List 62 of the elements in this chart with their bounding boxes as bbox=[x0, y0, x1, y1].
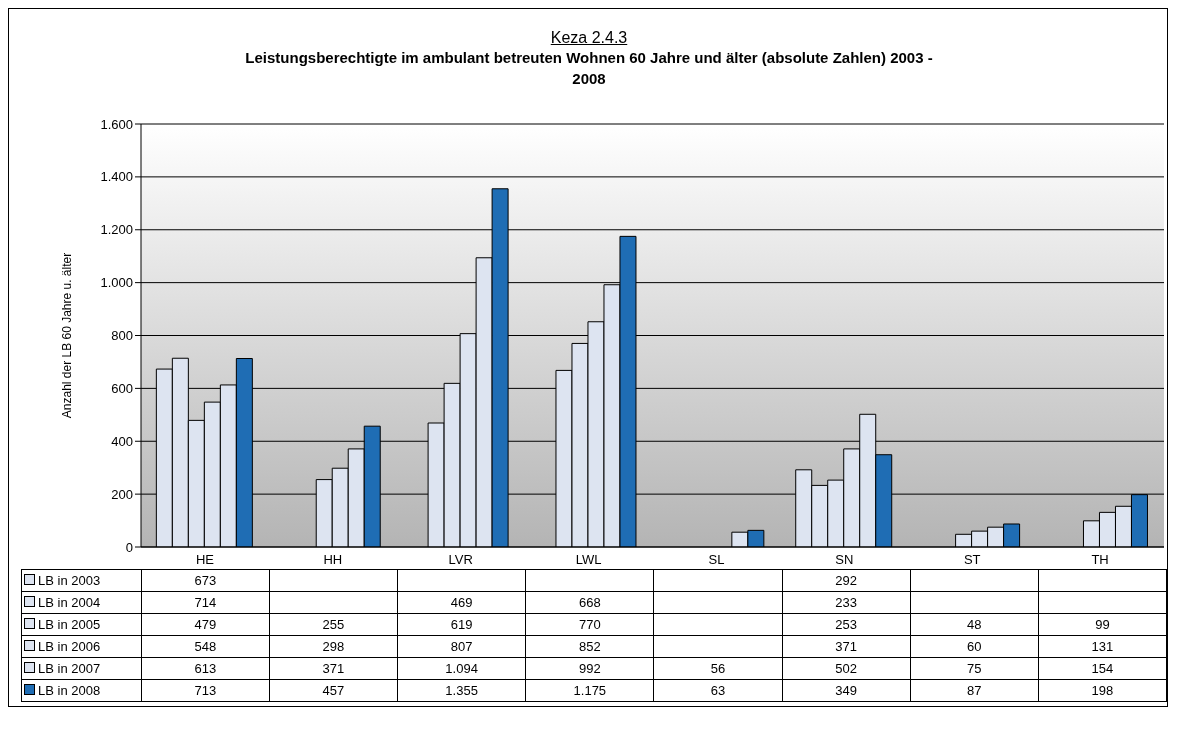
y-tick-label: 400 bbox=[111, 433, 133, 449]
data-label: 502 bbox=[782, 657, 911, 680]
data-label: 233 bbox=[782, 591, 911, 614]
data-label: 714 bbox=[141, 591, 270, 614]
legend-label: LB in 2003 bbox=[21, 569, 142, 592]
x-tick-label: LWL bbox=[575, 552, 602, 568]
x-tick-label: SN bbox=[835, 552, 854, 568]
data-label: 292 bbox=[782, 569, 911, 592]
y-tick-label: 1.000 bbox=[100, 275, 133, 291]
data-label: 371 bbox=[269, 657, 398, 680]
data-label: 613 bbox=[141, 657, 270, 680]
data-label: 548 bbox=[141, 635, 270, 658]
data-label: 619 bbox=[397, 613, 526, 636]
x-tick-label: SL bbox=[708, 552, 725, 568]
legend-label: LB in 2007 bbox=[21, 657, 142, 680]
data-label: 48 bbox=[910, 613, 1039, 636]
data-label: 87 bbox=[910, 679, 1039, 702]
chart-subtitle: Leistungsberechtigte im ambulant betreuten Wohnen 60 Jahre und älter (absolute Zahlen) 2003 - 2008 bbox=[244, 48, 934, 89]
data-label: 770 bbox=[525, 613, 654, 636]
x-tick-label: ST bbox=[963, 552, 981, 568]
y-tick-label: 200 bbox=[111, 486, 133, 502]
data-label: 75 bbox=[910, 657, 1039, 680]
x-tick-label: HH bbox=[323, 552, 343, 568]
x-tick-label: LVR bbox=[448, 552, 473, 568]
y-tick-label: 600 bbox=[111, 380, 133, 396]
data-label: 56 bbox=[653, 657, 783, 680]
data-label: 198 bbox=[1038, 679, 1167, 702]
chart-title: Keza 2.4.3 bbox=[549, 29, 629, 47]
data-label: 479 bbox=[141, 613, 270, 636]
y-axis-title: Anzahl der LB 60 Jahre u. älter bbox=[60, 252, 75, 419]
y-tick-label: 1.600 bbox=[100, 116, 133, 132]
x-tick-label: HE bbox=[195, 552, 215, 568]
y-tick-label: 800 bbox=[111, 328, 133, 344]
data-label: 1.175 bbox=[525, 679, 654, 702]
x-tick-label: TH bbox=[1091, 552, 1109, 568]
data-label: 371 bbox=[782, 635, 911, 658]
data-label: 469 bbox=[397, 591, 526, 614]
data-label: 60 bbox=[910, 635, 1039, 658]
data-label: 807 bbox=[397, 635, 526, 658]
data-label: 992 bbox=[525, 657, 654, 680]
data-label: 253 bbox=[782, 613, 911, 636]
data-label: 713 bbox=[141, 679, 270, 702]
data-label: 255 bbox=[269, 613, 398, 636]
legend-label: LB in 2005 bbox=[21, 613, 142, 636]
y-tick-label: 1.400 bbox=[100, 169, 133, 185]
data-label: 1.355 bbox=[397, 679, 526, 702]
legend-label: LB in 2006 bbox=[21, 635, 142, 658]
data-label: 99 bbox=[1038, 613, 1167, 636]
data-label: 154 bbox=[1038, 657, 1167, 680]
data-label: 349 bbox=[782, 679, 911, 702]
data-label: 131 bbox=[1038, 635, 1167, 658]
data-label: 298 bbox=[269, 635, 398, 658]
data-label: 457 bbox=[269, 679, 398, 702]
data-label: 673 bbox=[141, 569, 270, 592]
data-label: 63 bbox=[653, 679, 783, 702]
y-tick-label: 0 bbox=[125, 539, 133, 555]
y-tick-label: 1.200 bbox=[100, 222, 133, 238]
data-label: 668 bbox=[525, 591, 654, 614]
data-label: 852 bbox=[525, 635, 654, 658]
legend-label: LB in 2004 bbox=[21, 591, 142, 614]
data-label: 1.094 bbox=[397, 657, 526, 680]
legend-label: LB in 2008 bbox=[21, 679, 142, 702]
